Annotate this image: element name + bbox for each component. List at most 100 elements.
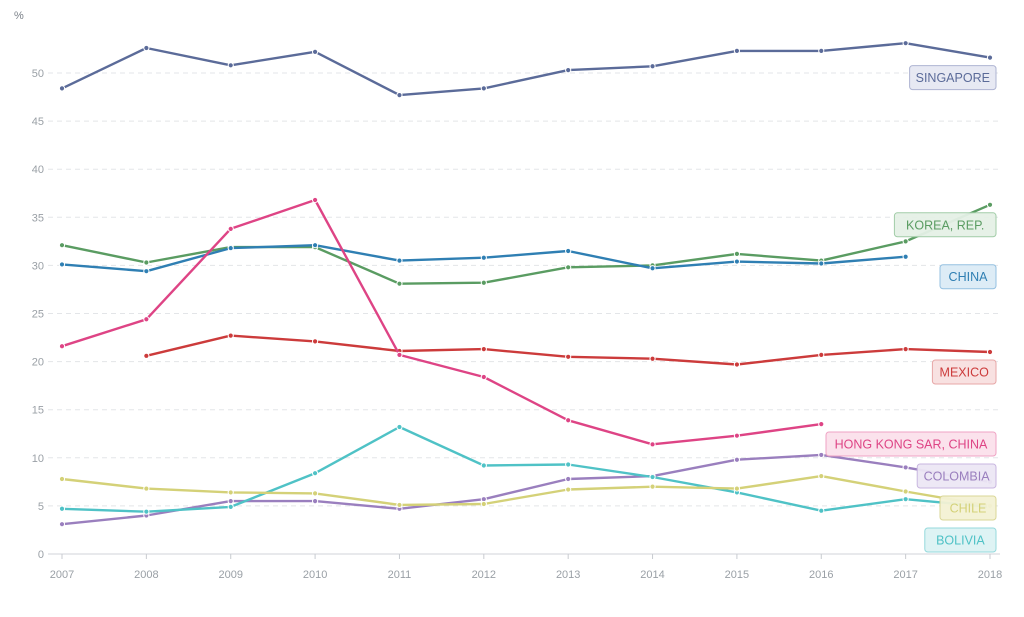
data-point[interactable] (396, 280, 403, 287)
series-label: SINGAPORE (909, 65, 997, 91)
data-point[interactable] (733, 432, 741, 439)
data-point[interactable] (480, 254, 487, 261)
series-line (60, 203, 992, 285)
data-point[interactable] (649, 473, 656, 481)
y-tick-label: 50 (32, 68, 44, 80)
y-tick-label: 35 (32, 212, 44, 224)
data-point[interactable] (902, 238, 909, 245)
data-point[interactable] (480, 279, 487, 286)
series-label-text: HONG KONG SAR, CHINA (835, 438, 988, 452)
series-label: KOREA, REP. (893, 212, 997, 238)
data-point[interactable] (143, 316, 150, 323)
data-point[interactable] (480, 462, 487, 469)
data-point[interactable] (396, 351, 403, 358)
data-point[interactable] (649, 63, 656, 70)
data-point[interactable] (227, 503, 234, 510)
data-point[interactable] (396, 92, 403, 99)
data-point[interactable] (227, 225, 234, 232)
data-point[interactable] (733, 258, 741, 265)
data-point[interactable] (480, 500, 487, 508)
data-point[interactable] (565, 264, 572, 271)
data-point[interactable] (58, 242, 66, 249)
data-point[interactable] (733, 485, 741, 492)
data-point[interactable] (649, 441, 656, 448)
series-mexico (143, 332, 994, 368)
data-point[interactable] (565, 353, 572, 360)
data-point[interactable] (902, 345, 909, 353)
data-point[interactable] (480, 85, 487, 92)
data-point[interactable] (986, 201, 994, 208)
data-point[interactable] (818, 260, 825, 267)
data-point[interactable] (143, 268, 150, 275)
data-point[interactable] (227, 489, 234, 496)
data-point[interactable] (143, 44, 150, 52)
series-line (60, 198, 823, 446)
y-tick-label: 0 (38, 549, 44, 561)
data-point[interactable] (733, 361, 741, 368)
data-point[interactable] (227, 332, 234, 339)
data-point[interactable] (818, 351, 825, 358)
data-point[interactable] (649, 483, 656, 490)
data-point[interactable] (58, 475, 66, 483)
data-point[interactable] (311, 196, 319, 204)
data-point[interactable] (818, 507, 825, 514)
data-point[interactable] (649, 265, 656, 272)
series-label-text: CHILE (950, 502, 987, 516)
data-point[interactable] (396, 423, 403, 431)
data-point[interactable] (396, 501, 403, 509)
x-tick-label: 2010 (303, 569, 327, 581)
data-point[interactable] (818, 451, 825, 459)
data-point[interactable] (733, 250, 741, 257)
series-labels: SINGAPORE KOREA, REP. CHINA MEXICO HONG KONG… (825, 65, 997, 553)
data-point[interactable] (311, 48, 319, 55)
data-point[interactable] (396, 257, 403, 264)
data-point[interactable] (902, 488, 909, 495)
data-point[interactable] (311, 490, 319, 497)
data-point[interactable] (902, 253, 909, 260)
data-point[interactable] (480, 345, 487, 353)
data-point[interactable] (565, 486, 572, 493)
data-point[interactable] (227, 244, 234, 252)
data-point[interactable] (58, 343, 66, 350)
data-point[interactable] (565, 247, 572, 255)
data-point[interactable] (733, 456, 741, 463)
data-point[interactable] (227, 62, 234, 69)
data-point[interactable] (143, 259, 150, 266)
data-point[interactable] (480, 373, 487, 381)
data-point[interactable] (818, 421, 825, 428)
series-chile (58, 472, 994, 509)
data-point[interactable] (986, 348, 994, 356)
data-point[interactable] (818, 472, 825, 480)
data-point[interactable] (565, 417, 572, 424)
data-point[interactable] (902, 40, 909, 47)
data-point[interactable] (733, 47, 741, 54)
data-point[interactable] (58, 505, 66, 512)
data-point[interactable] (565, 67, 572, 74)
data-point[interactable] (818, 47, 825, 54)
data-point[interactable] (565, 461, 572, 468)
data-point[interactable] (143, 508, 150, 515)
x-tick-label: 2014 (640, 569, 664, 581)
data-point[interactable] (311, 470, 319, 477)
data-point[interactable] (902, 464, 909, 471)
data-point[interactable] (227, 497, 234, 505)
series-singapore (58, 40, 994, 99)
data-point[interactable] (58, 521, 66, 528)
data-point[interactable] (902, 496, 909, 503)
series-hong-kong-sar-china (58, 196, 825, 448)
data-point[interactable] (311, 338, 319, 345)
data-point[interactable] (143, 352, 150, 359)
data-point[interactable] (58, 85, 66, 92)
y-tick-label: 20 (32, 357, 44, 369)
data-point[interactable] (311, 242, 319, 249)
data-point[interactable] (143, 485, 150, 492)
data-point[interactable] (565, 475, 572, 483)
data-point[interactable] (649, 355, 656, 362)
series-bolivia (58, 423, 994, 515)
data-point[interactable] (311, 497, 319, 505)
series-line (60, 42, 992, 97)
data-point[interactable] (986, 54, 994, 61)
series-label-text: SINGAPORE (916, 71, 990, 85)
data-point[interactable] (58, 261, 66, 268)
